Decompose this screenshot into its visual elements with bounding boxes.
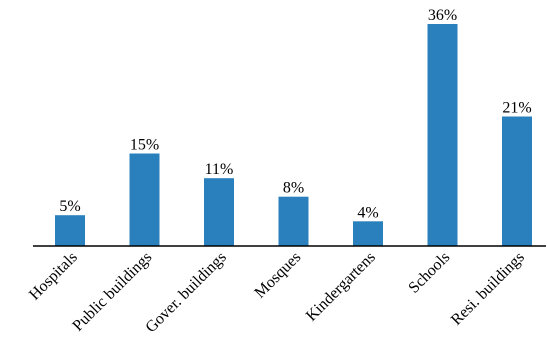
category-label-hospitals: Hospitals (26, 249, 81, 304)
bar-public-buildings (129, 153, 160, 246)
category-label-mosques: Mosques (251, 249, 304, 302)
category-label-resi-buildings: Resi. buildings (448, 249, 528, 329)
bar-mosques (278, 196, 309, 246)
value-label-schools: 36% (428, 7, 457, 24)
value-label-hospitals: 5% (59, 198, 80, 215)
bar-resi-buildings (502, 116, 532, 246)
bars-group (55, 24, 532, 246)
value-label-kindergartens: 4% (357, 204, 378, 221)
bar-gover-buildings (204, 178, 234, 246)
value-label-public-buildings: 15% (130, 137, 159, 154)
bar-hospitals (55, 215, 85, 246)
value-label-mosques: 8% (283, 180, 304, 197)
category-label-gover-buildings: Gover. buildings (142, 249, 229, 336)
value-labels-group: 5% 15% 11% 8% 4% 36% 21% (59, 7, 531, 221)
value-label-gover-buildings: 11% (205, 161, 234, 178)
category-label-schools: Schools (405, 249, 453, 297)
category-label-public-buildings: Public buildings (69, 249, 155, 335)
bar-schools (427, 24, 458, 246)
bar-kindergartens (353, 221, 383, 246)
category-label-kindergartens: Kindergartens (303, 249, 379, 325)
value-label-resi-buildings: 21% (502, 100, 531, 117)
